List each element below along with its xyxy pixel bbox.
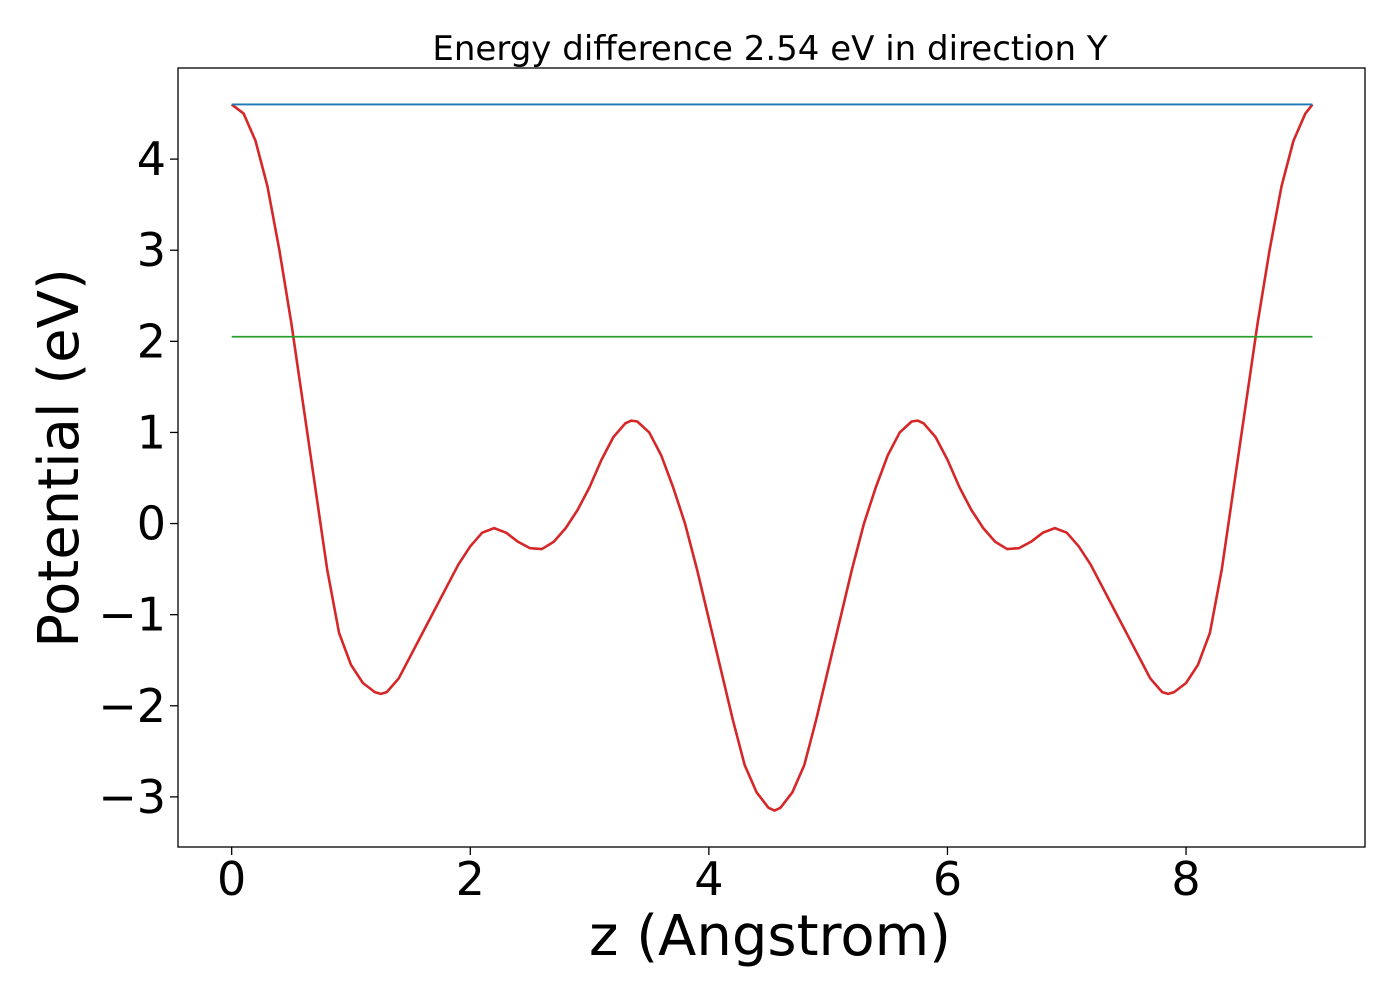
x-tick-label: 8 <box>1171 852 1200 906</box>
y-tick-label: 2 <box>137 314 166 368</box>
x-axis-label: z (Angstrom) <box>589 904 951 969</box>
x-tick-label: 0 <box>217 852 246 906</box>
y-tick-label: −1 <box>98 588 166 642</box>
y-axis-ticks: −3 −2 −1 0 1 2 3 4 <box>98 132 178 824</box>
y-tick-label: 0 <box>137 497 166 551</box>
x-tick-label: 4 <box>694 852 723 906</box>
y-tick-label: 1 <box>137 405 166 459</box>
y-tick-label: 4 <box>137 132 166 186</box>
plot-frame <box>177 67 1366 848</box>
x-tick-label: 2 <box>456 852 485 906</box>
potential-curve-line <box>230 103 1314 812</box>
y-axis-label: Potential (eV) <box>27 268 92 648</box>
chart-title: Energy difference 2.54 eV in direction Y <box>432 29 1107 69</box>
x-axis-ticks: 0 2 4 6 8 <box>217 847 1201 906</box>
y-tick-label: −3 <box>98 770 166 824</box>
x-tick-label: 6 <box>933 852 962 906</box>
y-tick-label: −2 <box>98 679 166 733</box>
series-layer <box>230 103 1314 812</box>
y-tick-label: 3 <box>137 223 166 277</box>
